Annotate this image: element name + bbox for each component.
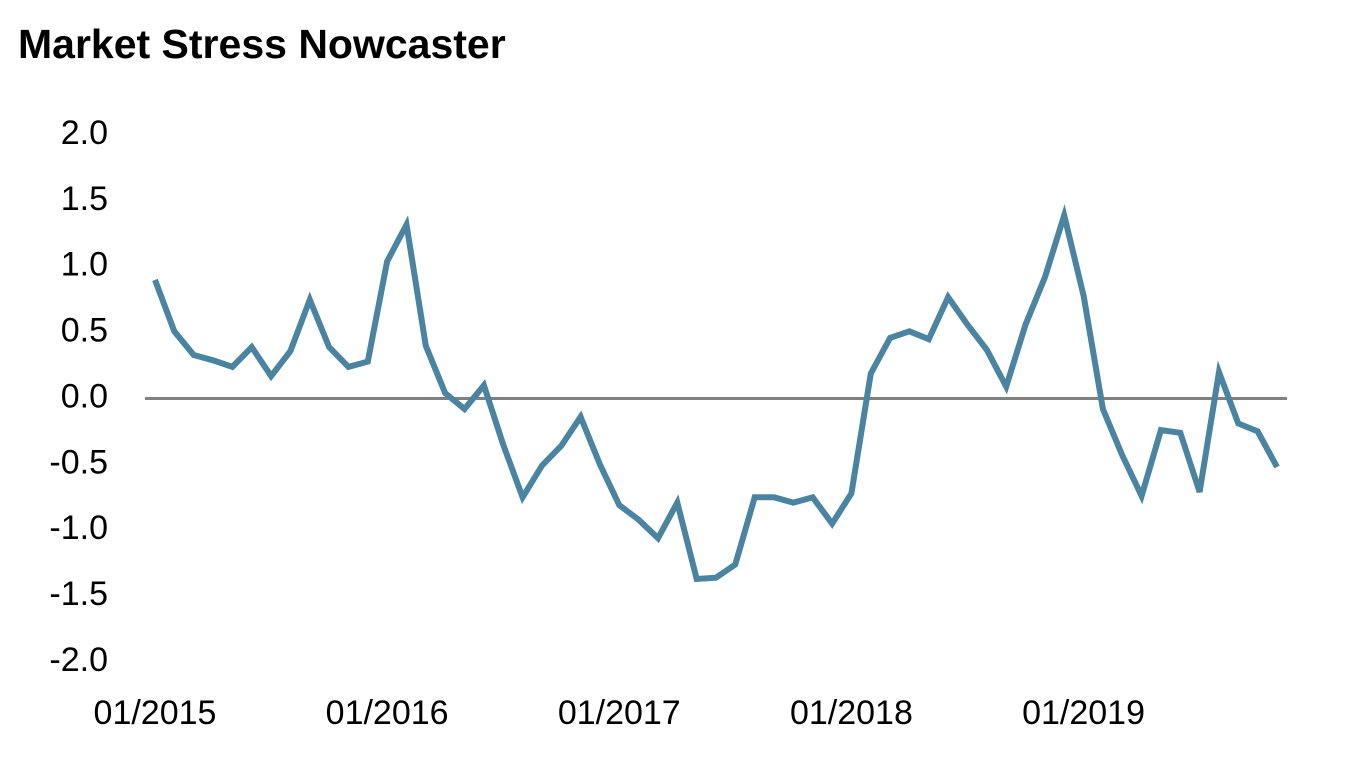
x-tick-label: 01/2015 bbox=[94, 694, 217, 732]
y-tick-label: 1.0 bbox=[61, 246, 108, 284]
y-tick-label: -1.0 bbox=[49, 509, 108, 547]
x-tick-label: 01/2018 bbox=[790, 694, 913, 732]
x-tick-label: 01/2016 bbox=[326, 694, 449, 732]
y-tick-label: -0.5 bbox=[49, 443, 108, 481]
x-tick-label: 01/2017 bbox=[558, 694, 681, 732]
y-tick-label: 2.0 bbox=[61, 114, 108, 152]
chart-title: Market Stress Nowcaster bbox=[18, 21, 506, 67]
y-tick-label: 1.5 bbox=[61, 180, 108, 218]
y-tick-label: -2.0 bbox=[49, 641, 108, 679]
y-tick-label: 0.5 bbox=[61, 312, 108, 350]
y-tick-label: -1.5 bbox=[49, 575, 108, 613]
y-tick-label: 0.0 bbox=[61, 377, 108, 415]
x-tick-label: 01/2019 bbox=[1022, 694, 1145, 732]
series-line bbox=[152, 204, 1280, 583]
